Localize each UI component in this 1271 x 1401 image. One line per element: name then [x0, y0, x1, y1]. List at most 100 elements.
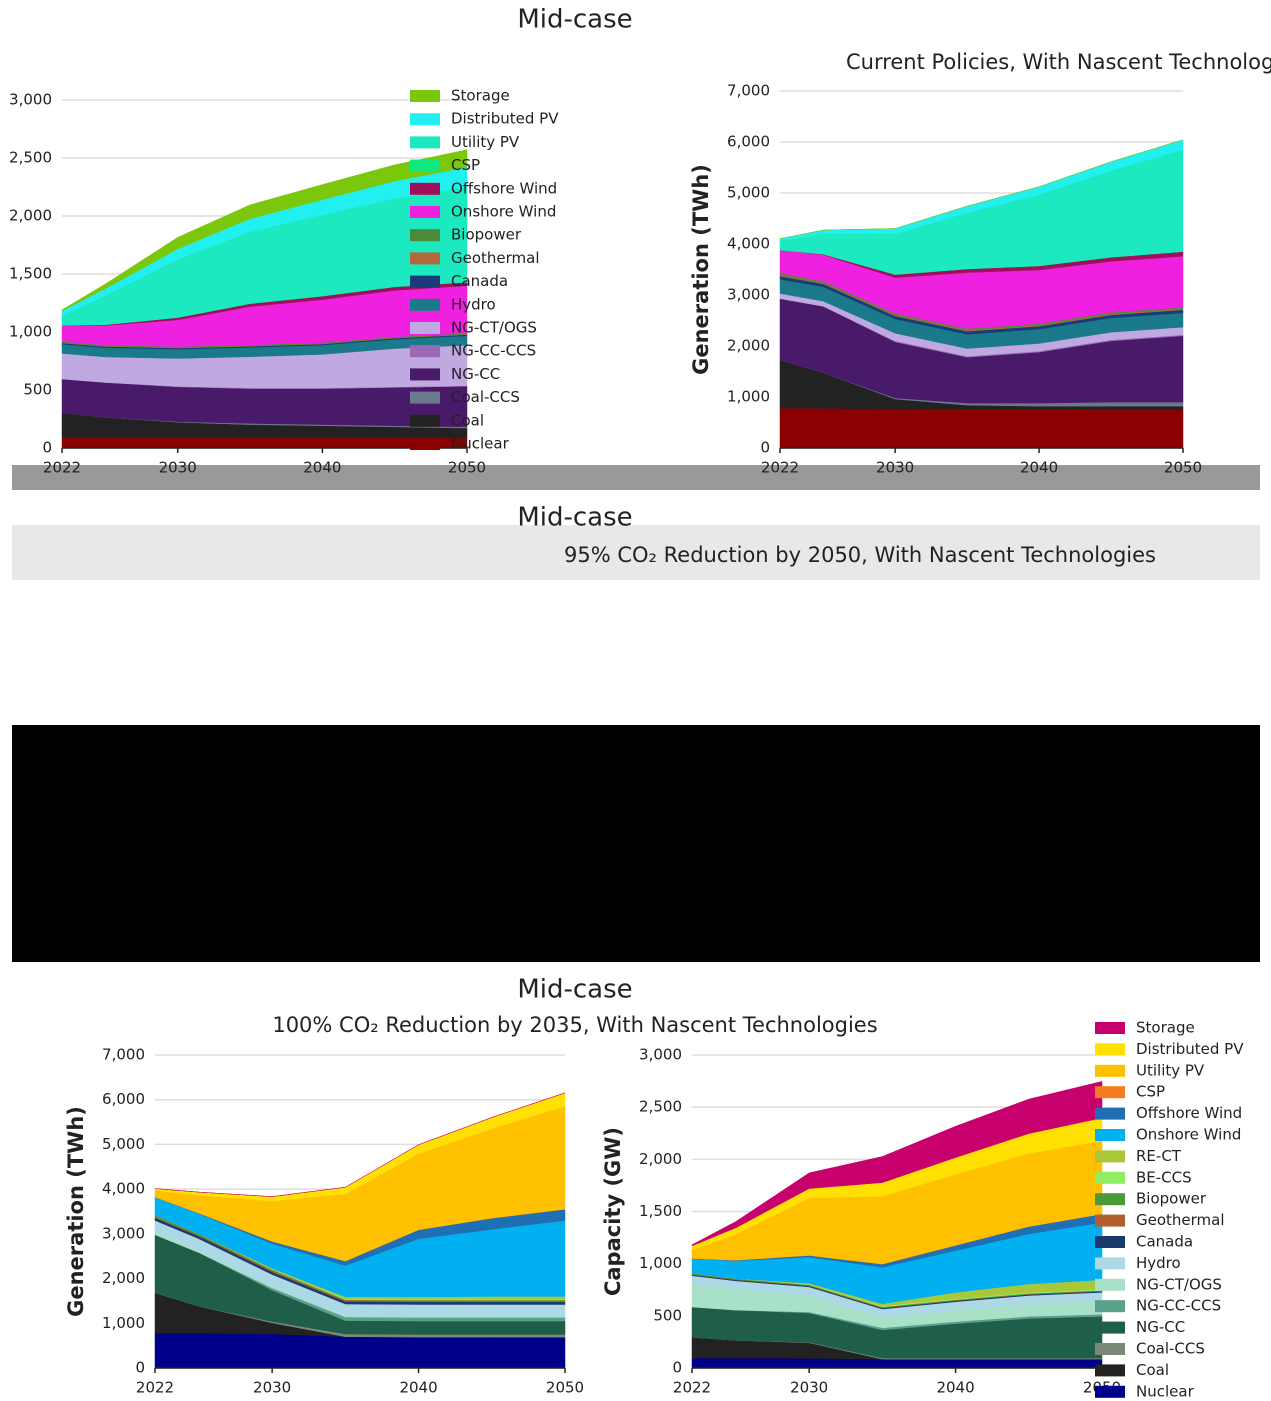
y-tick-label: 0	[760, 439, 770, 457]
y-tick-label: 5,000	[102, 1135, 145, 1153]
legend-swatch	[410, 229, 440, 241]
legend-label: Geothermal	[1136, 1211, 1225, 1229]
x-tick-label: 2022	[43, 459, 81, 477]
y-tick-label: 1,000	[102, 1314, 145, 1332]
area-series	[155, 1333, 565, 1368]
legend-swatch	[410, 438, 440, 450]
legend-swatch	[410, 252, 440, 264]
y-tick-label: 2,500	[639, 1098, 682, 1116]
panel-title: Mid-case	[517, 975, 632, 1005]
generation-chart: 0 1,000 2,000 3,000 4,000 5,000 6,000 7,000 Gene…	[689, 82, 1202, 477]
x-tick-label: 2040	[303, 459, 341, 477]
x-tick-label: 2030	[790, 1379, 828, 1397]
legend-label: Nuclear	[451, 435, 510, 453]
legend-label: NG-CC	[1136, 1318, 1185, 1336]
y-tick-label: 6,000	[727, 133, 770, 151]
legend-label: Onshore Wind	[451, 203, 556, 221]
panel-title: Mid-case	[517, 503, 632, 533]
legend-label: NG-CT/OGS	[1136, 1275, 1222, 1293]
x-tick-label: 2050	[1164, 459, 1202, 477]
legend-label: Biopower	[451, 226, 522, 244]
y-tick-label: 1,500	[639, 1202, 682, 1220]
legend-swatch	[1095, 1150, 1125, 1162]
y-tick-label: 0	[135, 1359, 145, 1377]
legend-label: Offshore Wind	[451, 179, 557, 197]
x-tick-label: 2022	[136, 1379, 174, 1397]
area-series	[780, 149, 1183, 274]
x-tick-label: 2030	[253, 1379, 291, 1397]
legend-swatch	[1095, 1193, 1125, 1205]
x-tick-label: 2050	[448, 459, 486, 477]
legend-label: Coal-CCS	[451, 388, 520, 406]
y-tick-label: 3,000	[9, 91, 52, 109]
generation-chart: 01,0002,0003,0004,0005,0006,0007,000Gene…	[64, 1046, 584, 1397]
legend-label: NG-CT/OGS	[451, 319, 537, 337]
legend-label: Offshore Wind	[1136, 1104, 1242, 1122]
y-tick-label: 1,500	[9, 265, 52, 283]
legend-swatch	[410, 415, 440, 427]
legend-swatch	[1095, 1215, 1125, 1227]
legend-swatch	[1095, 1236, 1125, 1248]
legend-label: NG-CC-CCS	[1136, 1297, 1221, 1315]
y-axis-label: Generation (TWh)	[64, 1106, 88, 1317]
x-tick-label: 2040	[399, 1379, 437, 1397]
legend-swatch	[1095, 1108, 1125, 1120]
y-axis-label: Generation (TWh)	[689, 164, 713, 375]
legend-swatch	[410, 392, 440, 404]
y-tick-label: 4,000	[102, 1180, 145, 1198]
y-tick-label: 2,000	[727, 337, 770, 355]
legend-swatch	[410, 345, 440, 357]
legend-swatch	[410, 160, 440, 172]
y-tick-label: 2,000	[639, 1150, 682, 1168]
page: Mid-caseCurrent Policies, With Nascent T…	[0, 0, 1271, 1401]
glitch-block	[12, 725, 1260, 962]
legend-swatch	[1095, 1364, 1125, 1376]
legend-swatch	[410, 90, 440, 102]
legend-swatch	[410, 136, 440, 148]
legend-label: BE-CCS	[1136, 1168, 1192, 1186]
x-tick-label: 2030	[159, 459, 197, 477]
legend-label: Canada	[1136, 1233, 1193, 1251]
y-tick-label: 1,000	[9, 323, 52, 341]
legend-label: NG-CC	[451, 365, 500, 383]
legend-label: Hydro	[451, 295, 496, 313]
legend-swatch	[1095, 1386, 1125, 1398]
legend-swatch	[410, 206, 440, 218]
y-tick-label: 500	[653, 1306, 682, 1324]
legend-swatch	[1095, 1343, 1125, 1355]
legend-label: Hydro	[1136, 1254, 1181, 1272]
legend-label: Coal	[1136, 1361, 1169, 1379]
legend-swatch	[1095, 1022, 1125, 1034]
legend-swatch	[410, 113, 440, 125]
legend-swatch	[1095, 1043, 1125, 1055]
area-series	[692, 1358, 1102, 1368]
y-tick-label: 5,000	[727, 184, 770, 202]
x-tick-label: 2040	[936, 1379, 974, 1397]
y-tick-label: 500	[23, 381, 52, 399]
area-series	[780, 408, 1183, 448]
x-tick-label: 2022	[761, 459, 799, 477]
y-tick-label: 0	[42, 439, 52, 457]
legend-label: Canada	[451, 272, 508, 290]
y-axis-label: Capacity (GW)	[601, 1127, 625, 1296]
y-tick-label: 3,000	[727, 286, 770, 304]
legend-swatch	[1095, 1322, 1125, 1334]
y-tick-label: 1,000	[727, 388, 770, 406]
legend-swatch	[410, 322, 440, 334]
legend-label: Distributed PV	[1136, 1040, 1244, 1058]
y-tick-label: 4,000	[727, 235, 770, 253]
glitch-bar	[12, 465, 1260, 490]
legend-label: Storage	[451, 87, 510, 105]
x-tick-label: 2030	[876, 459, 914, 477]
legend-swatch	[410, 368, 440, 380]
y-tick-label: 7,000	[727, 82, 770, 100]
legend-label: NG-CC-CCS	[451, 342, 536, 360]
legend-swatch	[1095, 1172, 1125, 1184]
legend-label: Utility PV	[451, 133, 520, 151]
legend-swatch	[410, 183, 440, 195]
legend-swatch	[1095, 1257, 1125, 1269]
y-tick-label: 2,000	[102, 1269, 145, 1287]
legend-swatch	[1095, 1279, 1125, 1291]
legend-swatch	[410, 299, 440, 311]
legend-label: Distributed PV	[451, 110, 559, 128]
